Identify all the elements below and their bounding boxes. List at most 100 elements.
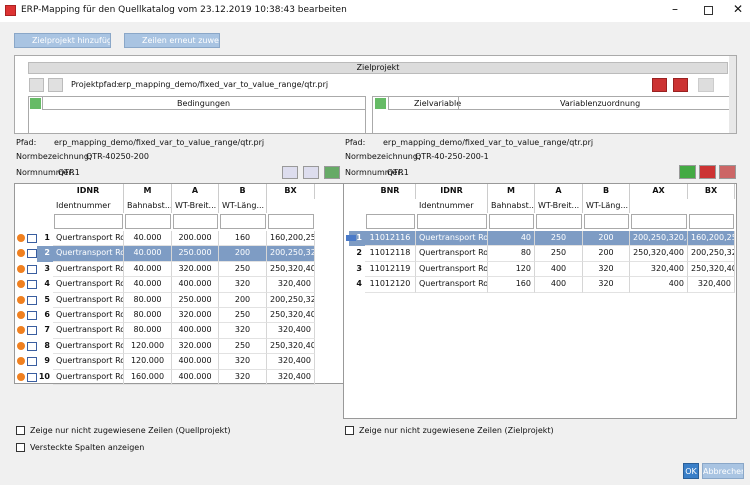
- table-cell[interactable]: 320,400: [267, 323, 315, 339]
- table-cell[interactable]: Quertransport Rolle: [53, 338, 124, 355]
- filter-input[interactable]: [689, 214, 734, 229]
- row-number[interactable]: 5: [44, 294, 50, 304]
- table-cell[interactable]: 80.000: [124, 292, 172, 308]
- table-cell[interactable]: 40.000: [124, 277, 172, 293]
- table-cell[interactable]: 120: [488, 261, 535, 278]
- table-cell[interactable]: 200,250,320: [267, 246, 315, 262]
- row-number[interactable]: 2: [37, 246, 53, 262]
- table-cell[interactable]: 200: [219, 292, 267, 308]
- table-cell[interactable]: 250,320,400: [267, 338, 315, 355]
- table-cell[interactable]: 11012119: [365, 261, 416, 278]
- table-cell[interactable]: 200.000: [172, 231, 219, 247]
- table-cell[interactable]: 11012116: [365, 231, 416, 247]
- table-cell[interactable]: 160: [219, 231, 267, 247]
- column-header[interactable]: BNR: [365, 184, 416, 199]
- filter-input[interactable]: [489, 214, 534, 229]
- table-cell[interactable]: 200,250,320,400: [630, 231, 688, 247]
- table-cell[interactable]: 320.000: [172, 261, 219, 278]
- table-cell[interactable]: 250: [219, 308, 267, 324]
- table-cell[interactable]: 250,320,400: [267, 308, 315, 324]
- table-cell[interactable]: 40.000: [124, 231, 172, 247]
- table-cell[interactable]: 250: [535, 231, 583, 247]
- column-header[interactable]: AX: [630, 184, 688, 199]
- row-number[interactable]: 1: [349, 231, 365, 247]
- table-cell[interactable]: 250.000: [172, 246, 219, 262]
- table-cell[interactable]: Quertransport Rolle: [53, 231, 124, 247]
- checkbox[interactable]: [16, 426, 25, 435]
- column-header[interactable]: IDNR: [53, 184, 124, 199]
- checkbox[interactable]: [16, 443, 25, 452]
- row-number[interactable]: 7: [44, 325, 50, 335]
- table-cell[interactable]: 400.000: [172, 354, 219, 370]
- table-cell[interactable]: 80.000: [124, 308, 172, 324]
- table-cell[interactable]: 320: [583, 261, 630, 278]
- table-cell[interactable]: Quertransport Rolle: [53, 354, 124, 370]
- table-cell[interactable]: Quertransport Rolle: [53, 261, 124, 278]
- table-cell[interactable]: Quertransport Rolle: [416, 246, 488, 262]
- table-cell[interactable]: 250,320,400: [267, 261, 315, 278]
- table-cell[interactable]: 320: [219, 354, 267, 370]
- table-cell[interactable]: 40: [488, 231, 535, 247]
- table-cell[interactable]: 200: [583, 246, 630, 262]
- remove-button[interactable]: [673, 78, 688, 92]
- filter-input[interactable]: [584, 214, 629, 229]
- cancel-button[interactable]: Abbrechen: [702, 463, 744, 479]
- row-number[interactable]: 4: [356, 279, 362, 289]
- row-number[interactable]: 6: [44, 310, 50, 319]
- toolbar-button[interactable]: Zeilen erneut zuweisen: [124, 33, 220, 48]
- table-cell[interactable]: 320: [583, 277, 630, 293]
- table-cell[interactable]: 80.000: [124, 323, 172, 339]
- close[interactable]: ✕: [733, 2, 744, 16]
- table-cell[interactable]: 400.000: [172, 277, 219, 293]
- column-header[interactable]: A: [172, 184, 219, 199]
- table-cell[interactable]: 160: [488, 277, 535, 293]
- table-cell[interactable]: Quertransport Rolle: [53, 292, 124, 308]
- table-cell[interactable]: Quertransport Rolle: [53, 246, 124, 262]
- table-cell[interactable]: Quertransport Rolle: [53, 369, 124, 385]
- column-header[interactable]: B: [583, 184, 630, 199]
- filter-input[interactable]: [54, 214, 123, 229]
- delete-button[interactable]: [652, 78, 667, 92]
- column-header[interactable]: M: [124, 184, 172, 199]
- column-header[interactable]: BX: [688, 184, 735, 199]
- table-cell[interactable]: 160,200,250: [688, 231, 735, 247]
- table-cell[interactable]: 40.000: [124, 261, 172, 278]
- column-header[interactable]: M: [488, 184, 535, 199]
- right-tool-button[interactable]: [719, 165, 736, 179]
- table-cell[interactable]: Quertransport Rolle: [53, 308, 124, 324]
- next-button[interactable]: [698, 78, 714, 92]
- table-cell[interactable]: 320.000: [172, 338, 219, 355]
- table-cell[interactable]: 320: [219, 323, 267, 339]
- row-number[interactable]: 10: [38, 371, 50, 381]
- filter-input[interactable]: [268, 214, 314, 229]
- table-cell[interactable]: 250: [219, 261, 267, 278]
- left-tool-button[interactable]: [324, 166, 340, 179]
- filter-input[interactable]: [366, 214, 415, 229]
- table-cell[interactable]: 400: [630, 277, 688, 293]
- filter-input[interactable]: [536, 214, 582, 229]
- table-cell[interactable]: 200,250,320: [267, 292, 315, 308]
- left-tool-button[interactable]: [303, 166, 319, 179]
- arrow-down[interactable]: [48, 78, 63, 92]
- row-number[interactable]: 9: [44, 356, 50, 366]
- right-tool-button[interactable]: [699, 165, 716, 179]
- table-cell[interactable]: 320: [219, 369, 267, 385]
- table-cell[interactable]: 400.000: [172, 323, 219, 339]
- row-number[interactable]: 3: [44, 263, 50, 273]
- table-cell[interactable]: 320.000: [172, 308, 219, 324]
- table-cell[interactable]: 320: [219, 277, 267, 293]
- table-cell[interactable]: 320,400: [630, 261, 688, 278]
- table-cell[interactable]: 160,200,250: [267, 231, 315, 247]
- table-cell[interactable]: 320,400: [267, 277, 315, 293]
- column-header[interactable]: B: [219, 184, 267, 199]
- table-cell[interactable]: 320,400: [688, 277, 735, 293]
- toolbar-button[interactable]: Zielprojekt hinzufügen: [14, 33, 111, 48]
- table-cell[interactable]: 250.000: [172, 292, 219, 308]
- conditions-add[interactable]: [30, 98, 41, 109]
- table-cell[interactable]: 320,400: [267, 369, 315, 385]
- table-cell[interactable]: 200: [583, 231, 630, 247]
- table-cell[interactable]: 160.000: [124, 369, 172, 385]
- row-number[interactable]: 2: [356, 248, 362, 258]
- row-number[interactable]: 1: [44, 233, 50, 242]
- column-header[interactable]: BX: [267, 184, 315, 199]
